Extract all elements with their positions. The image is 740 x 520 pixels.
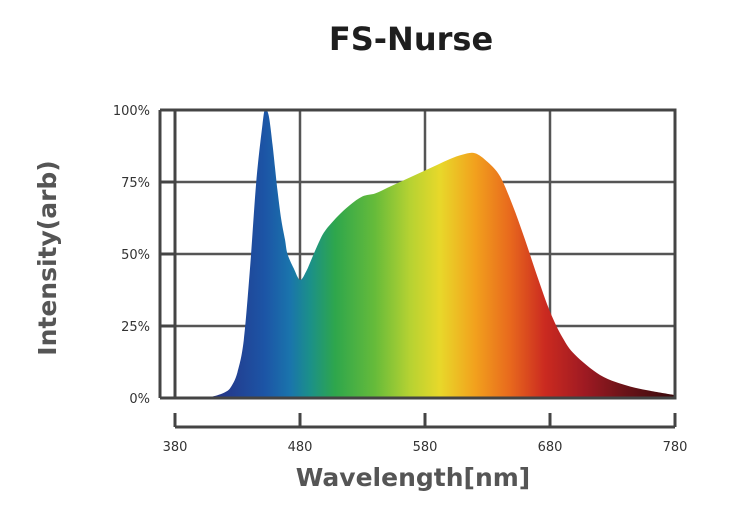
chart-title: FS-Nurse <box>329 20 493 58</box>
y-tick-label: 50% <box>121 248 150 263</box>
x-axis: 380 480 580 680 780 <box>163 413 688 455</box>
x-axis-title: Wavelength[nm] <box>296 463 530 492</box>
x-tick-label: 780 <box>663 440 688 455</box>
x-tick-label: 680 <box>538 440 563 455</box>
y-tick-label: 100% <box>113 104 150 119</box>
x-tick-label: 480 <box>288 440 313 455</box>
y-axis: 0% 25% 50% 75% 100% <box>113 104 175 407</box>
y-tick-label: 0% <box>129 392 150 407</box>
x-tick-label: 580 <box>413 440 438 455</box>
y-tick-label: 75% <box>121 176 150 191</box>
spectrum-area <box>175 110 675 398</box>
y-tick-label: 25% <box>121 320 150 335</box>
y-axis-title: Intensity(arb) <box>33 160 62 355</box>
x-tick-label: 380 <box>163 440 188 455</box>
